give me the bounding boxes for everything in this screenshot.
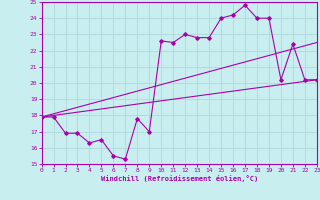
- X-axis label: Windchill (Refroidissement éolien,°C): Windchill (Refroidissement éolien,°C): [100, 175, 258, 182]
